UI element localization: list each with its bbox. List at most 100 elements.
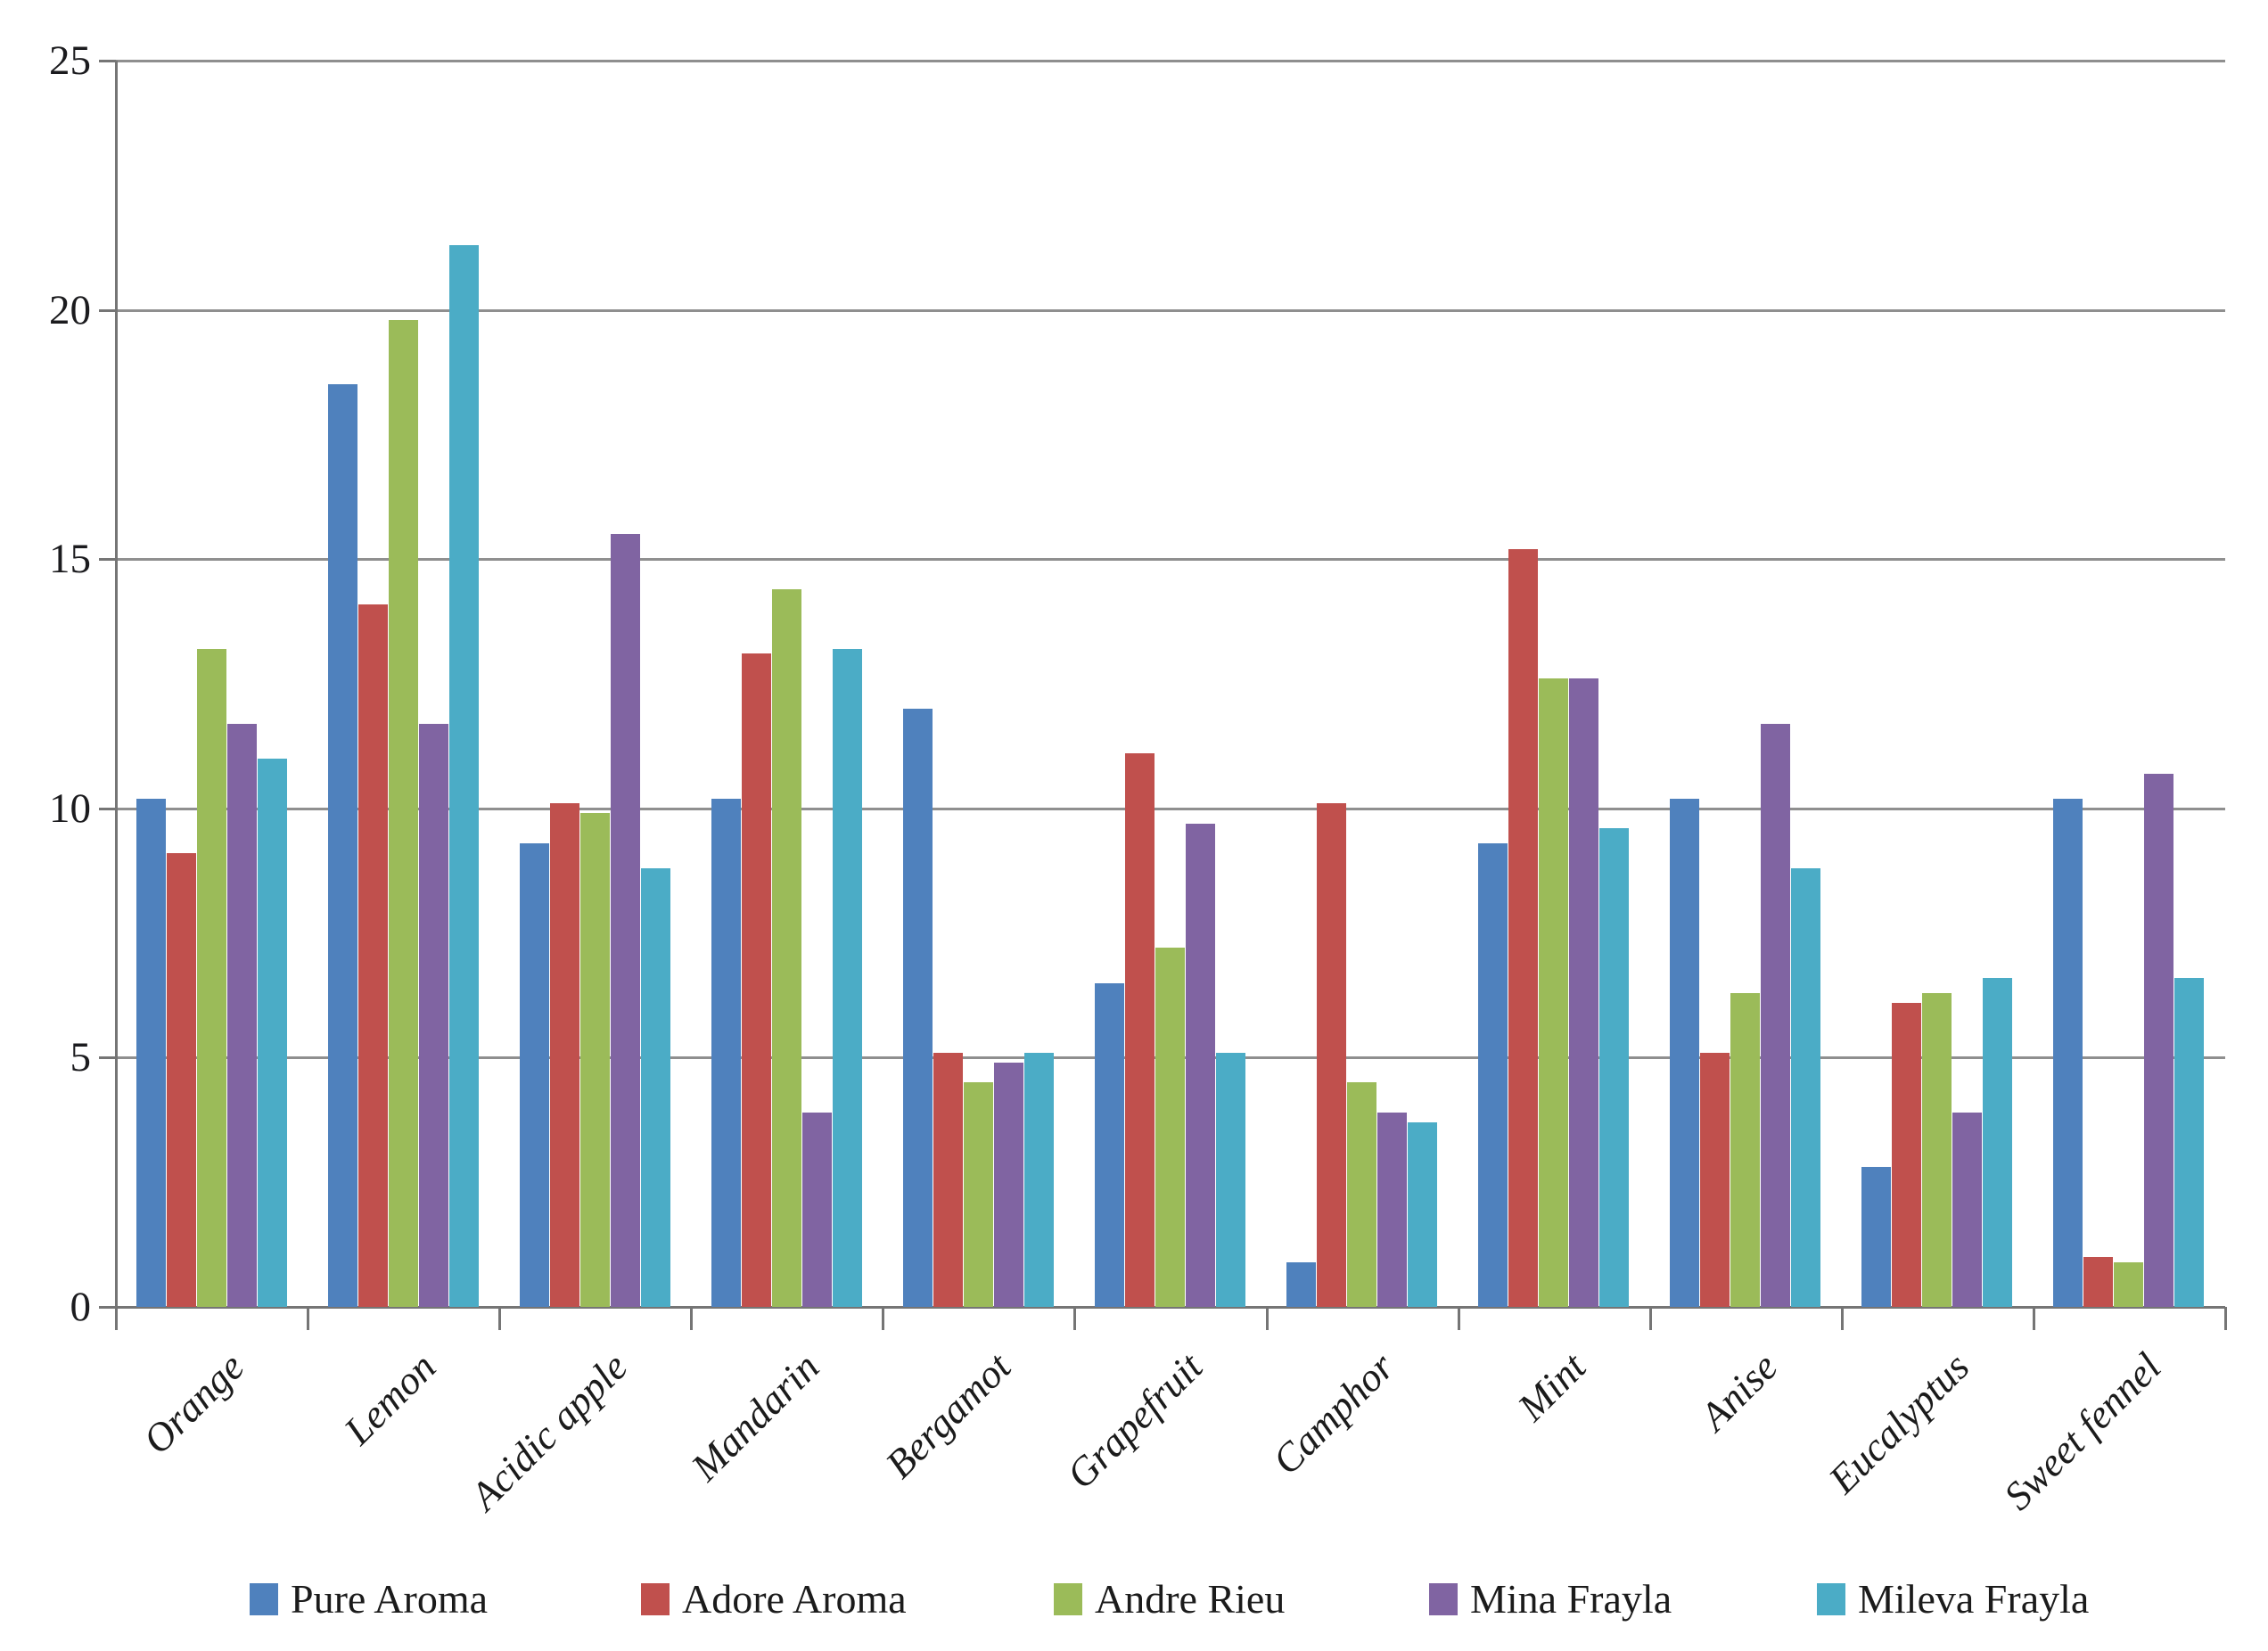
bar-pure-aroma-camphor [1286, 1261, 1317, 1307]
bar-mina-frayla-orange [226, 723, 257, 1307]
x-tick-4 [882, 1307, 885, 1330]
y-axis-tick-label: 20 [49, 286, 91, 333]
bar-adore-aroma-eucalyptus [1892, 1002, 1922, 1307]
y-axis-tick-label: 5 [70, 1034, 92, 1081]
y-axis-tick-label: 15 [49, 536, 91, 583]
gridline-25 [116, 60, 2225, 62]
y-axis-tick-label: 0 [70, 1284, 92, 1330]
gridline-15 [116, 558, 2225, 562]
bar-mina-frayla-bergamot [993, 1062, 1023, 1307]
y-tick-25 [99, 60, 116, 62]
bar-adore-aroma-camphor [1317, 803, 1347, 1307]
bar-adore-aroma-mandarin [741, 653, 771, 1307]
bar-andre-rieu-mandarin [771, 588, 801, 1307]
bar-pure-aroma-acidic-apple [519, 842, 549, 1307]
bar-andre-rieu-bergamot [963, 1082, 993, 1307]
bar-mina-frayla-grapefruit [1185, 823, 1215, 1307]
x-tick-1 [307, 1307, 310, 1330]
legend-swatch [1429, 1583, 1458, 1615]
bar-pure-aroma-eucalyptus [1861, 1167, 1892, 1307]
x-tick-2 [498, 1307, 502, 1330]
legend-label: Mileva Frayla [1858, 1576, 2090, 1622]
bar-andre-rieu-grapefruit [1155, 948, 1185, 1307]
bar-mileva-frayla-camphor [1408, 1122, 1438, 1307]
bar-andre-rieu-anise [1730, 992, 1761, 1307]
gridline-10 [116, 807, 2225, 810]
bar-andre-rieu-camphor [1347, 1082, 1377, 1307]
legend-swatch [250, 1583, 278, 1615]
x-tick-5 [1073, 1307, 1077, 1330]
bar-mileva-frayla-mint [1599, 828, 1630, 1307]
bar-mileva-frayla-eucalyptus [1983, 977, 2013, 1307]
legend-swatch [641, 1583, 670, 1615]
y-tick-20 [99, 308, 116, 312]
bar-andre-rieu-mint [1539, 678, 1569, 1307]
y-axis-tick-label: 25 [49, 37, 91, 84]
bar-mileva-frayla-anise [1791, 867, 1821, 1307]
bar-pure-aroma-anise [1670, 798, 1700, 1307]
bar-mina-frayla-camphor [1377, 1112, 1408, 1307]
y-tick-0 [99, 1306, 116, 1309]
bar-pure-aroma-orange [136, 798, 166, 1307]
bar-pure-aroma-mint [1478, 842, 1508, 1307]
legend-item-pure-aroma: Pure Aroma [250, 1579, 488, 1620]
bar-mileva-frayla-sweet-fennel [2174, 977, 2205, 1307]
x-tick-9 [1840, 1307, 1844, 1330]
legend-label: Mina Frayla [1470, 1576, 1672, 1622]
bar-mina-frayla-anise [1761, 723, 1791, 1307]
x-tick-7 [1457, 1307, 1460, 1330]
bar-andre-rieu-eucalyptus [1922, 992, 1952, 1307]
bar-pure-aroma-mandarin [711, 798, 741, 1307]
bar-adore-aroma-anise [1700, 1052, 1730, 1307]
legend-swatch [1054, 1583, 1082, 1615]
bar-adore-aroma-sweet-fennel [2083, 1257, 2114, 1307]
bar-andre-rieu-sweet-fennel [2114, 1261, 2144, 1307]
bar-mina-frayla-eucalyptus [1952, 1112, 1983, 1307]
bar-adore-aroma-bergamot [933, 1052, 963, 1307]
x-tick-10 [2032, 1307, 2035, 1330]
gridline-0 [116, 1306, 2225, 1309]
bar-pure-aroma-bergamot [902, 708, 933, 1307]
bar-pure-aroma-grapefruit [1094, 982, 1124, 1307]
bar-adore-aroma-grapefruit [1124, 753, 1155, 1307]
bar-mileva-frayla-acidic-apple [640, 867, 670, 1307]
bar-mina-frayla-sweet-fennel [2144, 773, 2174, 1307]
legend-item-andre-rieu: Andre Rieu [1054, 1576, 1286, 1622]
bar-adore-aroma-acidic-apple [549, 803, 579, 1307]
x-tick-11 [2224, 1307, 2227, 1330]
bar-mina-frayla-lemon [418, 723, 448, 1307]
bar-andre-rieu-orange [196, 648, 226, 1307]
bar-pure-aroma-lemon [327, 384, 357, 1307]
bar-mileva-frayla-orange [257, 758, 287, 1307]
x-tick-8 [1648, 1307, 1652, 1330]
bar-mina-frayla-acidic-apple [610, 534, 640, 1307]
legend-item-adore-aroma: Adore Aroma [641, 1576, 907, 1622]
bar-mina-frayla-mandarin [801, 1112, 832, 1307]
bar-mileva-frayla-mandarin [832, 648, 862, 1307]
x-tick-0 [115, 1307, 118, 1330]
bar-mileva-frayla-bergamot [1023, 1052, 1054, 1307]
bar-pure-aroma-sweet-fennel [2053, 798, 2083, 1307]
bar-adore-aroma-lemon [357, 604, 388, 1307]
legend-item-mina-frayla: Mina Frayla [1429, 1576, 1672, 1622]
gridline-20 [116, 308, 2225, 312]
legend-label: Andre Rieu [1095, 1576, 1286, 1622]
x-tick-3 [690, 1307, 694, 1330]
x-tick-6 [1265, 1307, 1269, 1330]
bar-mina-frayla-mint [1569, 678, 1599, 1307]
bar-mileva-frayla-lemon [448, 244, 479, 1307]
legend-swatch [1817, 1583, 1845, 1615]
y-axis-tick-label: 10 [49, 784, 91, 832]
bar-adore-aroma-mint [1508, 549, 1539, 1307]
y-tick-5 [99, 1056, 116, 1060]
y-tick-10 [99, 807, 116, 810]
legend-item-mileva-frayla: Mileva Frayla [1817, 1576, 2090, 1622]
bar-adore-aroma-orange [166, 853, 196, 1307]
bar-mileva-frayla-grapefruit [1215, 1052, 1245, 1307]
legend-label: Adore Aroma [682, 1576, 907, 1622]
bar-andre-rieu-acidic-apple [579, 813, 610, 1307]
y-tick-15 [99, 558, 116, 562]
y-axis-line [115, 61, 118, 1330]
